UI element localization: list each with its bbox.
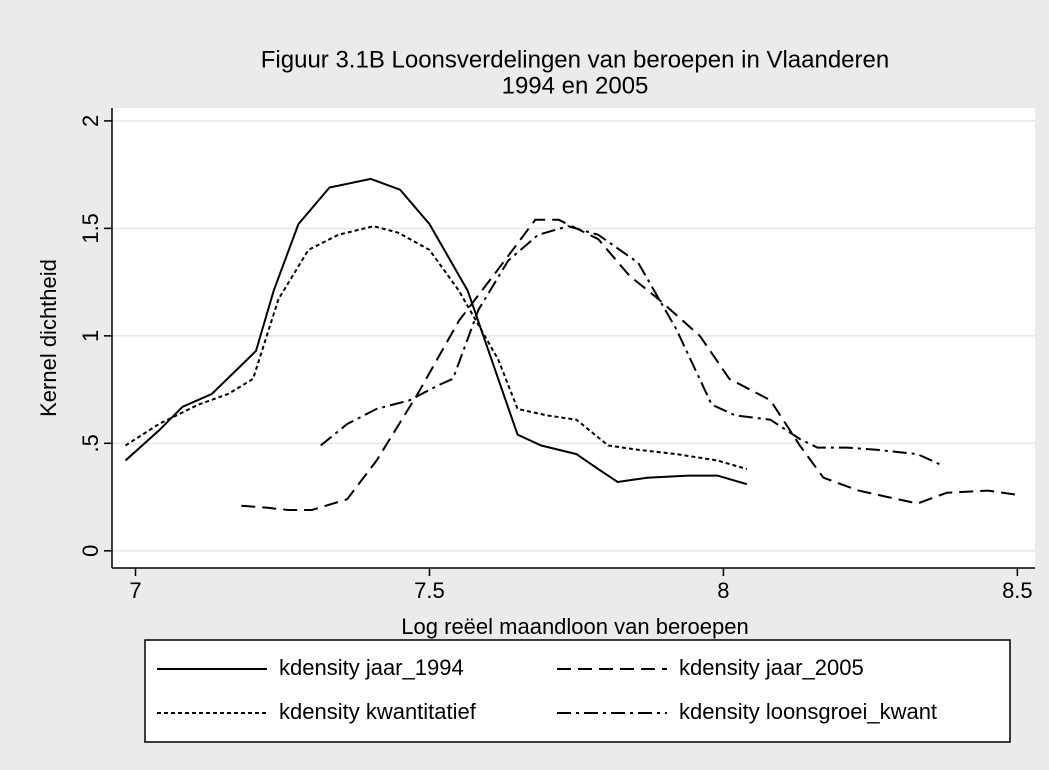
y-tick-label: 1.5 <box>78 213 103 244</box>
x-axis-label: Log reëel maandloon van beroepen <box>401 614 748 639</box>
x-tick-label: 8.5 <box>1002 578 1033 603</box>
legend-label: kdensity jaar_2005 <box>679 655 864 680</box>
x-tick-label: 7 <box>129 578 141 603</box>
series-line <box>241 218 1018 511</box>
legend <box>144 639 1011 743</box>
series-line <box>124 177 748 486</box>
x-tick-label: 7.5 <box>414 578 445 603</box>
y-tick-label: 2 <box>78 115 103 127</box>
legend-label: kdensity loonsgroei_kwant <box>679 699 937 724</box>
legend-label: kdensity jaar_1994 <box>279 655 464 680</box>
plot-area <box>112 108 1035 568</box>
y-axis-label: Kernel dichtheid <box>36 259 61 417</box>
series-line <box>124 225 748 471</box>
chart-title: Figuur 3.1B Loonsverdelingen van beroepe… <box>261 46 889 73</box>
y-tick-label: 0 <box>78 545 103 557</box>
y-tick-label: 1 <box>78 330 103 342</box>
series-line <box>320 225 942 466</box>
y-tick-label: .5 <box>78 434 103 452</box>
chart-title: 1994 en 2005 <box>502 72 649 99</box>
legend-label: kdensity kwantitatief <box>279 699 477 724</box>
x-tick-label: 8 <box>717 578 729 603</box>
